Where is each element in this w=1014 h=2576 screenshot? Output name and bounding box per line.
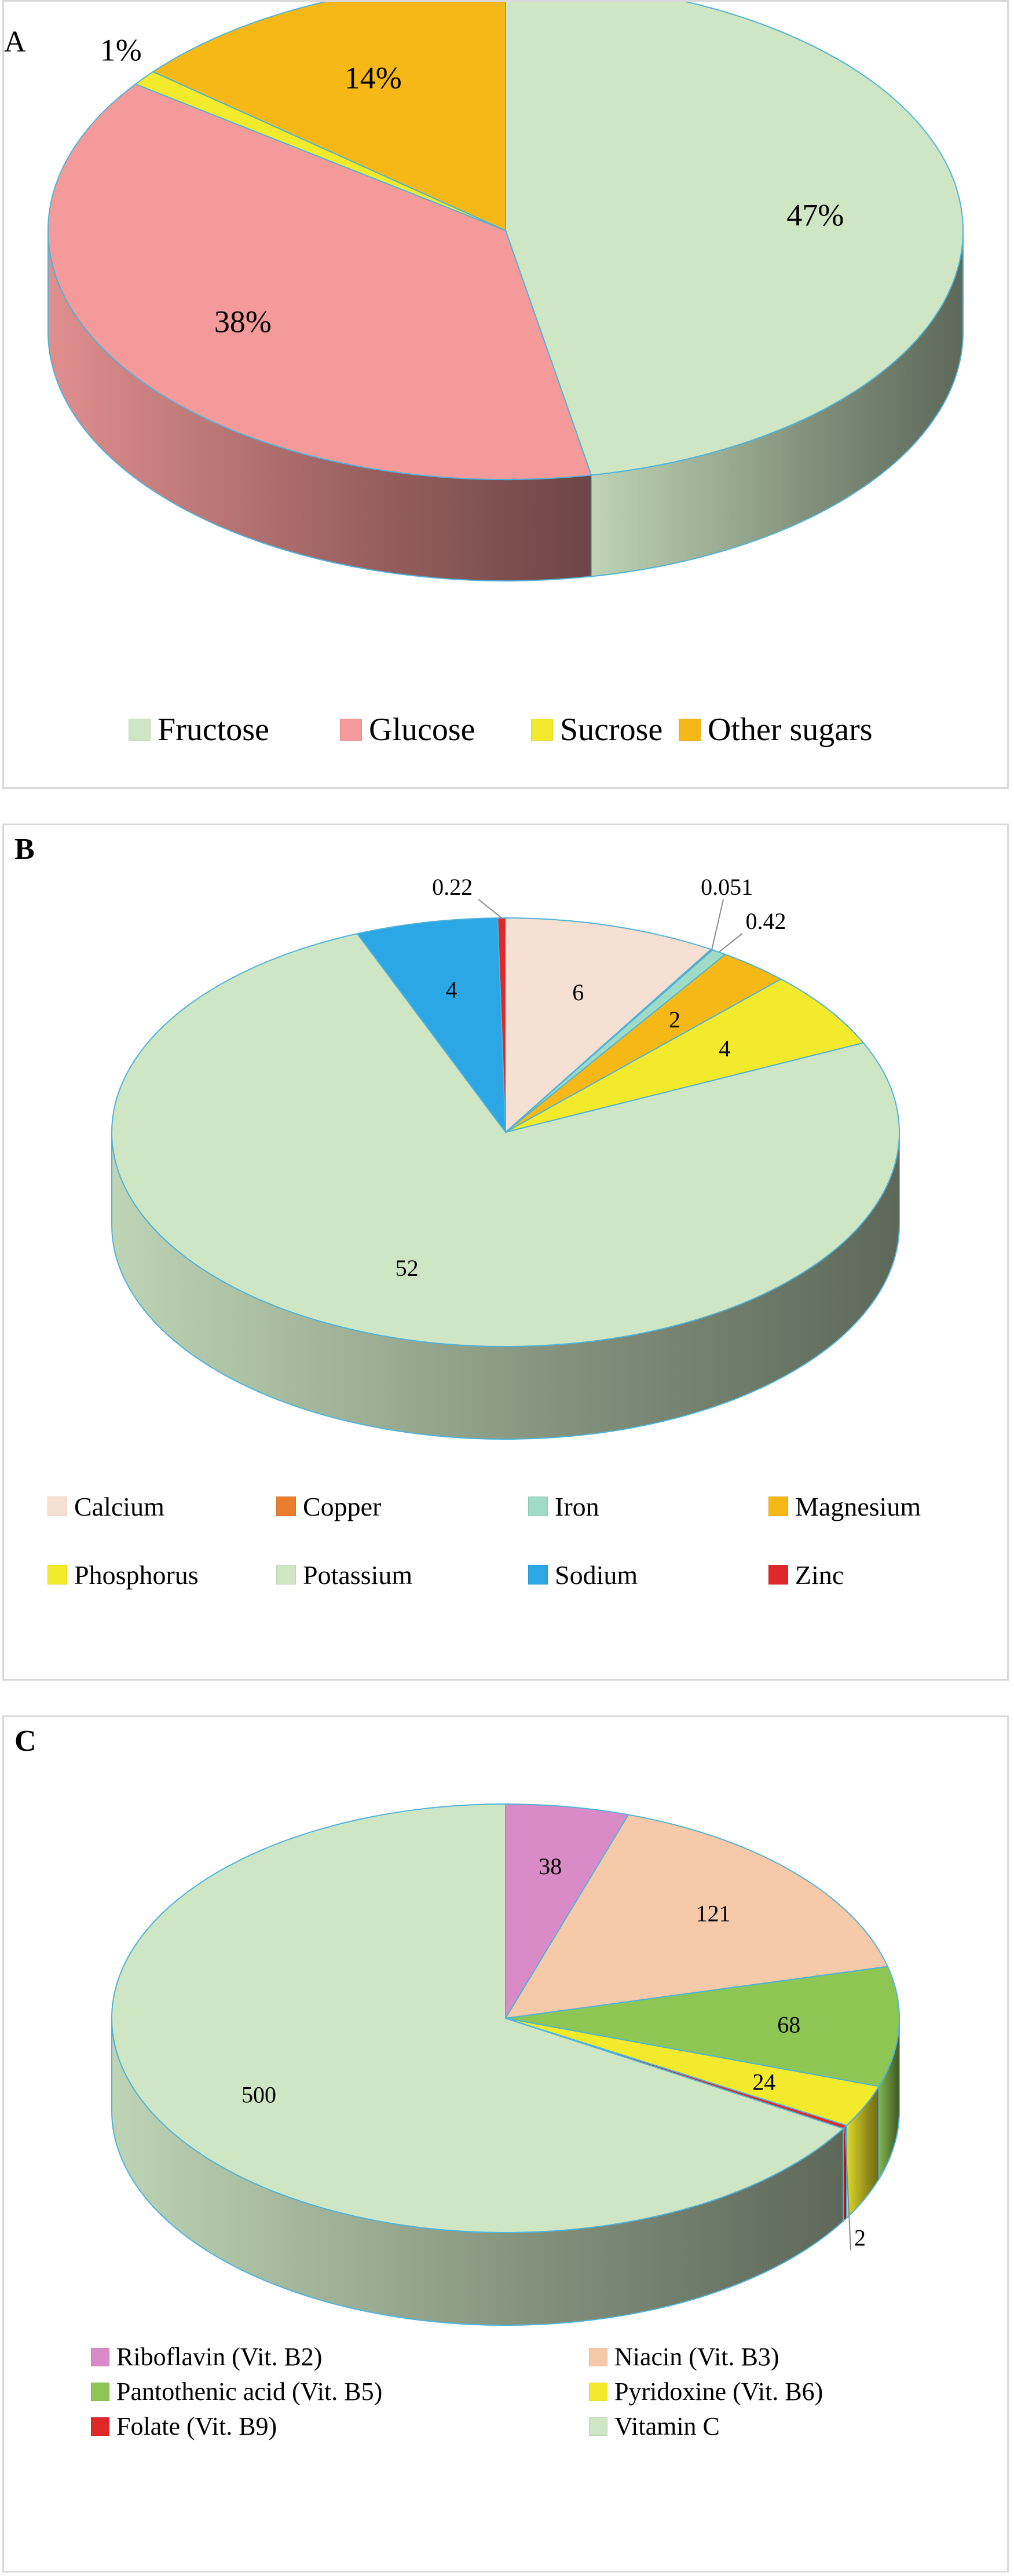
data-label-calcium: 6: [572, 979, 584, 1005]
legend-swatch: [47, 1565, 67, 1585]
leader-line-iron: [718, 933, 743, 953]
legend-item-folate-vit-b9: Folate (Vit. B9): [91, 2409, 277, 2441]
slice-zinc: [497, 917, 506, 1133]
data-label-sodium: 4: [446, 977, 457, 1003]
legend-label: Zinc: [795, 1560, 844, 1590]
legend-item-vitamin-c: Vitamin C: [589, 2409, 720, 2441]
legend-item-copper: Copper: [276, 1488, 381, 1522]
legend-item-pyridoxine-vit-b6: Pyridoxine (Vit. B6): [589, 2374, 823, 2406]
data-label-zinc: 0.22: [432, 874, 473, 900]
legend-label: Potassium: [303, 1560, 413, 1590]
leader-line-copper: [711, 899, 724, 950]
slice-glucose: [47, 83, 592, 480]
legend-swatch: [768, 1565, 788, 1585]
data-label-fructose: 47%: [786, 197, 844, 232]
slice-sodium: [356, 917, 507, 1135]
slice-niacin-vit-b3: [504, 1814, 889, 2019]
legend-swatch: [91, 2417, 109, 2436]
pie-chart-c: 38 121 68 24 2 500: [111, 1803, 900, 2326]
legend-item-glucose: Glucose: [340, 708, 475, 748]
legend-item-magnesium: Magnesium: [768, 1488, 921, 1522]
legend-label: Folate (Vit. B9): [116, 2412, 277, 2441]
leader-line-folate-vit-b9: [844, 2127, 852, 2251]
legend-item-iron: Iron: [528, 1488, 599, 1522]
chart-panel-a: A 47% 38% 1% 14% Fructose Glucose Sucrose Othe…: [2, 0, 1009, 789]
data-label-glucose: 38%: [214, 305, 272, 339]
legend-label: Niacin (Vit. B3): [614, 2343, 779, 2372]
leader-line-zinc: [478, 899, 502, 919]
legend-swatch: [589, 2417, 607, 2436]
legend-item-calcium: Calcium: [47, 1488, 164, 1522]
legend-item-zinc: Zinc: [768, 1557, 844, 1590]
slice-vitamin-c: [111, 1803, 845, 2233]
data-label-riboflavin-vit-b2: 38: [539, 1853, 562, 1879]
panel-label: C: [14, 1725, 36, 1758]
legend-item-phosphorus: Phosphorus: [47, 1557, 199, 1590]
data-label-iron: 0.42: [745, 908, 786, 934]
data-label-phosphorus: 4: [719, 1035, 730, 1062]
legend-label: Copper: [303, 1491, 382, 1521]
legend-item-fructose: Fructose: [129, 708, 269, 748]
legend-item-pantothenic-acid-vit-b5: Pantothenic acid (Vit. B5): [91, 2374, 382, 2406]
legend-label: Sodium: [555, 1560, 638, 1590]
data-label-niacin-vit-b3: 121: [696, 1901, 731, 1927]
legend-item-sodium: Sodium: [528, 1557, 638, 1590]
legend-label: Fructose: [158, 712, 269, 748]
legend-label: Sucrose: [560, 712, 663, 748]
data-label-vitamin-c: 500: [241, 2081, 276, 2107]
legend-swatch: [768, 1496, 788, 1517]
data-label-pyridoxine-vit-b6: 24: [752, 2069, 775, 2095]
legend-label: Riboflavin (Vit. B2): [116, 2343, 323, 2372]
pie-chart-a: 47% 38% 1% 14%: [47, 2, 964, 581]
data-label-magnesium: 2: [669, 1007, 680, 1033]
legend-swatch: [91, 2382, 109, 2401]
legend-swatch: [47, 1496, 67, 1517]
pie-chart-b: 6 0.051 0.42 2 4 52 4 0.22: [111, 874, 900, 1440]
legend-item-riboflavin-vit-b2: Riboflavin (Vit. B2): [91, 2340, 322, 2372]
legend-swatch: [340, 719, 362, 741]
legend-label: Phosphorus: [74, 1560, 199, 1590]
slice-other-sugars: [152, 2, 506, 232]
legend-label: Iron: [555, 1491, 599, 1521]
legend-swatch: [276, 1565, 296, 1585]
legend-swatch: [129, 719, 151, 741]
legend-label: Vitamin C: [614, 2412, 720, 2441]
data-label-sucrose: 1%: [100, 32, 142, 67]
slice-riboflavin-vit-b2: [505, 1803, 629, 2021]
legend-swatch: [528, 1496, 548, 1517]
slice-calcium: [505, 917, 712, 1134]
legend-swatch: [528, 1565, 548, 1585]
legend-label: Pyridoxine (Vit. B6): [614, 2377, 823, 2406]
slice-pantothenic-acid-vit-b5: [505, 1966, 900, 2087]
legend-swatch: [679, 719, 701, 741]
legend-label: Glucose: [369, 712, 475, 748]
slice-fructose: [505, 2, 964, 476]
panel-label: B: [14, 833, 35, 866]
legend-item-other-sugars: Other sugars: [679, 708, 873, 748]
legend-swatch: [589, 2347, 607, 2366]
legend-swatch: [91, 2347, 109, 2366]
chart-panel-c: C 38 121 68 24 2 500 Riboflavin (Vit. B2) Niac…: [2, 1715, 1009, 2573]
legend-label: Other sugars: [708, 712, 873, 748]
legend-swatch: [276, 1496, 296, 1517]
data-label-copper: 0.051: [701, 874, 753, 900]
slice-phosphorus: [505, 978, 865, 1133]
legend-item-niacin-vit-b3: Niacin (Vit. B3): [589, 2340, 779, 2372]
legend-swatch: [589, 2382, 607, 2401]
legend-item-sucrose: Sucrose: [531, 708, 662, 748]
legend-label: Pantothenic acid (Vit. B5): [116, 2377, 383, 2406]
data-label-folate-vit-b9: 2: [854, 2225, 866, 2251]
chart-panel-b: B 6 0.051 0.42 2 4 52 4 0.22 Calcium Copper Iron M…: [2, 824, 1009, 1681]
data-label-other-sugars: 14%: [345, 60, 402, 95]
legend-swatch: [531, 719, 553, 741]
panel-label: A: [4, 25, 26, 58]
data-label-potassium: 52: [396, 1255, 419, 1281]
legend-label: Calcium: [74, 1491, 164, 1521]
data-label-pantothenic-acid-vit-b5: 68: [777, 2012, 800, 2038]
legend-label: Magnesium: [795, 1491, 921, 1521]
legend-item-potassium: Potassium: [276, 1557, 412, 1590]
slice-potassium: [111, 933, 900, 1347]
